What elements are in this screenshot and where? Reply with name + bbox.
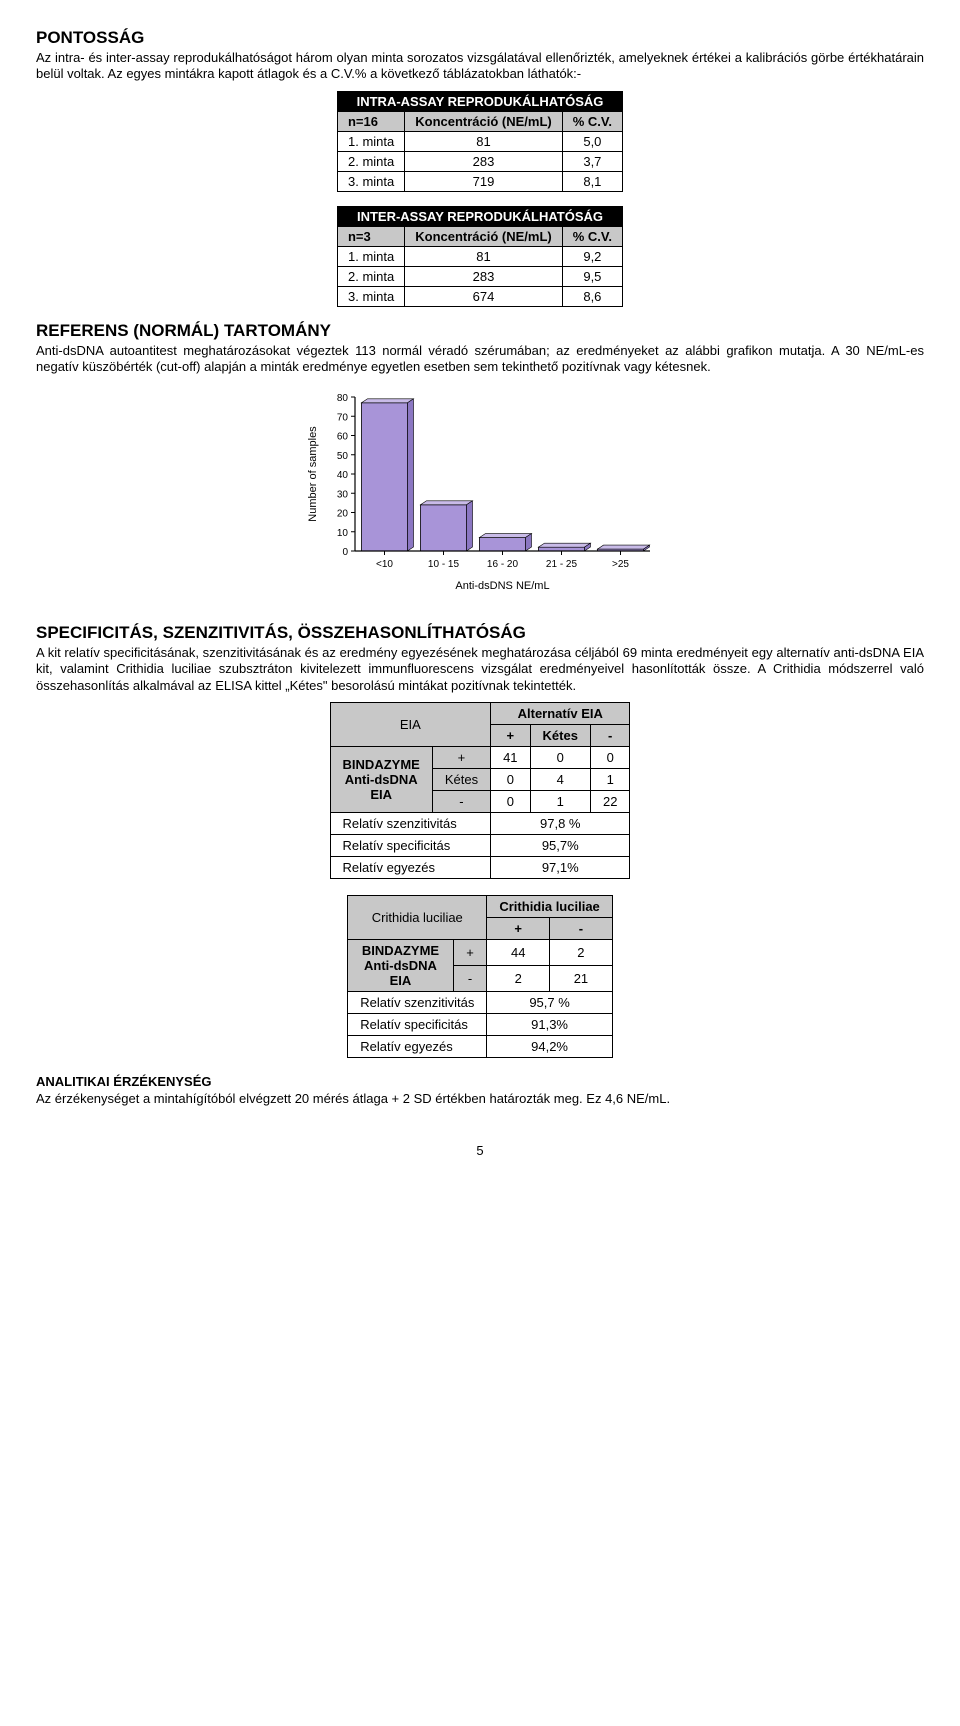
- cmp1-altcol0: +: [491, 724, 530, 746]
- svg-text:60: 60: [337, 432, 349, 443]
- table-cell: 41: [491, 746, 530, 768]
- cmp2-rowlabel1: -: [453, 965, 487, 991]
- svg-text:10: 10: [337, 528, 349, 539]
- table-cell: 1. minta: [337, 131, 404, 151]
- svg-text:Anti-dsDNS NE/mL: Anti-dsDNS NE/mL: [455, 580, 549, 592]
- cmp2-altcol0: +: [487, 917, 550, 939]
- svg-text:80: 80: [337, 393, 349, 404]
- table-cell: 5,0: [562, 131, 622, 151]
- cmp2-foot0-val: 95,7 %: [487, 991, 612, 1013]
- comparison-table-eia: EIA Alternatív EIA + Kétes - BINDAZYME A…: [330, 702, 631, 879]
- table-cell: 2. minta: [337, 151, 404, 171]
- page-number: 5: [36, 1143, 924, 1158]
- cmp1-rowlabel2: -: [432, 790, 490, 812]
- table-cell: 4: [530, 768, 590, 790]
- analytic-body: Az érzékenységet a mintahígítóból elvégz…: [36, 1091, 924, 1107]
- intra-assay-table: INTRA-ASSAY REPRODUKÁLHATÓSÁG n=16 Konce…: [337, 91, 623, 192]
- inter-col0: n=3: [337, 226, 404, 246]
- inter-col1: Koncentráció (NE/mL): [405, 226, 563, 246]
- cmp2-foot1-val: 91,3%: [487, 1013, 612, 1035]
- cmp1-altcol2: -: [590, 724, 629, 746]
- svg-text:21 - 25: 21 - 25: [546, 559, 578, 570]
- intra-col0: n=16: [337, 111, 404, 131]
- table-cell: 719: [405, 171, 563, 191]
- referens-body: Anti-dsDNA autoantitest meghatározásokat…: [36, 343, 924, 376]
- cmp1-foot0-label: Relatív szenzitivitás: [330, 812, 491, 834]
- svg-text:16 - 20: 16 - 20: [487, 559, 519, 570]
- spec-heading: SPECIFICITÁS, SZENZITIVITÁS, ÖSSZEHASONL…: [36, 623, 924, 643]
- table-cell: 2: [487, 965, 550, 991]
- cmp2-foot2-val: 94,2%: [487, 1035, 612, 1057]
- cmp2-foot0-label: Relatív szenzitivitás: [348, 991, 487, 1013]
- svg-text:>25: >25: [612, 559, 629, 570]
- cmp1-foot1-label: Relatív specificitás: [330, 834, 491, 856]
- table-cell: 3. minta: [337, 171, 404, 191]
- inter-col2: % C.V.: [562, 226, 622, 246]
- table-cell: 1. minta: [337, 246, 404, 266]
- cmp2-foot1-label: Relatív specificitás: [348, 1013, 487, 1035]
- table-cell: 2: [550, 939, 613, 965]
- spec-body: A kit relatív specificitásának, szenziti…: [36, 645, 924, 694]
- referens-heading: REFERENS (NORMÁL) TARTOMÁNY: [36, 321, 924, 341]
- intra-col2: % C.V.: [562, 111, 622, 131]
- svg-text:30: 30: [337, 489, 349, 500]
- cmp1-foot2-label: Relatív egyezés: [330, 856, 491, 878]
- comparison-table-crithidia: Crithidia luciliae Crithidia luciliae + …: [347, 895, 613, 1058]
- table-cell: 0: [590, 746, 629, 768]
- analytic-heading: ANALITIKAI ÉRZÉKENYSÉG: [36, 1074, 924, 1089]
- table-cell: 283: [405, 266, 563, 286]
- table-cell: 9,2: [562, 246, 622, 266]
- svg-text:0: 0: [342, 547, 348, 558]
- table-cell: 8,6: [562, 286, 622, 306]
- table-cell: 0: [491, 790, 530, 812]
- cmp2-side: Crithidia luciliae: [348, 895, 487, 939]
- table-cell: 0: [491, 768, 530, 790]
- table-cell: 44: [487, 939, 550, 965]
- table-cell: 81: [405, 131, 563, 151]
- svg-text:50: 50: [337, 451, 349, 462]
- precision-body: Az intra- és inter-assay reprodukálhatós…: [36, 50, 924, 83]
- cmp2-rowlabel0: +: [453, 939, 487, 965]
- inter-title: INTER-ASSAY REPRODUKÁLHATÓSÁG: [337, 206, 622, 226]
- cmp1-rowlabel0: +: [432, 746, 490, 768]
- histogram-chart: 0 10 20 30 40 50 60 70 80 <10 10 - 15 16 - 20 21 - 2…: [36, 389, 924, 599]
- cmp1-side: EIA: [330, 702, 491, 746]
- table-cell: 2. minta: [337, 266, 404, 286]
- cmp2-rowgroup: BINDAZYME Anti-dsDNA EIA: [348, 939, 454, 991]
- table-cell: 1: [590, 768, 629, 790]
- cmp2-altcol1: -: [550, 917, 613, 939]
- table-cell: 22: [590, 790, 629, 812]
- inter-assay-table: INTER-ASSAY REPRODUKÁLHATÓSÁG n=3 Koncen…: [337, 206, 623, 307]
- svg-text:<10: <10: [376, 559, 393, 570]
- table-cell: 81: [405, 246, 563, 266]
- table-cell: 21: [550, 965, 613, 991]
- svg-text:70: 70: [337, 412, 349, 423]
- table-cell: 674: [405, 286, 563, 306]
- histogram-svg: 0 10 20 30 40 50 60 70 80 <10 10 - 15 16 - 20 21 - 2…: [300, 389, 660, 599]
- cmp1-altcol1: Kétes: [530, 724, 590, 746]
- cmp1-rowlabel1: Kétes: [432, 768, 490, 790]
- svg-text:10 - 15: 10 - 15: [428, 559, 460, 570]
- table-cell: 9,5: [562, 266, 622, 286]
- table-cell: 3. minta: [337, 286, 404, 306]
- svg-text:40: 40: [337, 470, 349, 481]
- precision-heading: PONTOSSÁG: [36, 28, 924, 48]
- table-cell: 1: [530, 790, 590, 812]
- cmp1-foot2-val: 97,1%: [491, 856, 630, 878]
- cmp1-alt: Alternatív EIA: [491, 702, 630, 724]
- cmp2-alt: Crithidia luciliae: [487, 895, 612, 917]
- table-cell: 0: [530, 746, 590, 768]
- table-cell: 8,1: [562, 171, 622, 191]
- cmp1-foot1-val: 95,7%: [491, 834, 630, 856]
- svg-text:Number of samples: Number of samples: [307, 426, 319, 522]
- cmp2-foot2-label: Relatív egyezés: [348, 1035, 487, 1057]
- cmp1-rowgroup: BINDAZYME Anti-dsDNA EIA: [330, 746, 432, 812]
- table-cell: 283: [405, 151, 563, 171]
- table-cell: 3,7: [562, 151, 622, 171]
- svg-text:20: 20: [337, 509, 349, 520]
- intra-col1: Koncentráció (NE/mL): [405, 111, 563, 131]
- intra-title: INTRA-ASSAY REPRODUKÁLHATÓSÁG: [337, 91, 622, 111]
- cmp1-foot0-val: 97,8 %: [491, 812, 630, 834]
